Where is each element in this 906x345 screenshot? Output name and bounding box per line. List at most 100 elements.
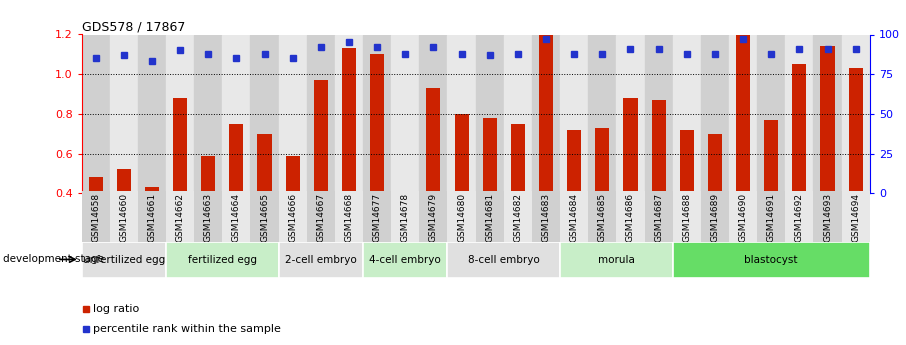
Bar bbox=[399, 191, 412, 193]
Text: log ratio: log ratio bbox=[93, 304, 140, 314]
Bar bbox=[651, 100, 666, 193]
Bar bbox=[279, 241, 363, 278]
Bar bbox=[194, 191, 222, 242]
Text: GSM14691: GSM14691 bbox=[766, 193, 776, 242]
Bar bbox=[532, 34, 560, 193]
Text: unfertilized egg: unfertilized egg bbox=[82, 255, 165, 265]
Bar bbox=[363, 241, 448, 278]
Bar bbox=[110, 34, 138, 193]
Bar bbox=[166, 191, 194, 242]
Bar bbox=[786, 34, 814, 193]
Bar bbox=[89, 177, 102, 193]
Bar bbox=[842, 191, 870, 242]
Bar bbox=[701, 191, 729, 242]
Text: blastocyst: blastocyst bbox=[745, 255, 798, 265]
Bar bbox=[511, 124, 525, 193]
Bar bbox=[370, 54, 384, 193]
Text: development stage: development stage bbox=[3, 255, 103, 264]
Text: GSM14682: GSM14682 bbox=[514, 193, 523, 242]
Bar bbox=[644, 34, 672, 193]
Text: GSM14677: GSM14677 bbox=[372, 193, 381, 242]
Bar bbox=[222, 191, 250, 242]
Bar bbox=[363, 191, 391, 242]
Bar bbox=[335, 34, 363, 193]
Bar bbox=[313, 80, 328, 193]
Bar bbox=[82, 191, 110, 242]
Text: GSM14678: GSM14678 bbox=[400, 193, 410, 242]
Bar bbox=[307, 34, 335, 193]
Bar bbox=[419, 191, 448, 242]
Text: GSM14690: GSM14690 bbox=[738, 193, 747, 242]
Bar bbox=[757, 34, 786, 193]
Bar bbox=[285, 156, 300, 193]
Bar bbox=[588, 34, 616, 193]
Bar bbox=[257, 134, 272, 193]
Bar bbox=[82, 34, 110, 193]
Text: GSM14685: GSM14685 bbox=[598, 193, 607, 242]
Bar bbox=[82, 241, 166, 278]
Bar bbox=[672, 34, 701, 193]
Bar bbox=[391, 191, 419, 242]
Bar bbox=[279, 34, 307, 193]
Bar bbox=[476, 191, 504, 242]
Text: 2-cell embryo: 2-cell embryo bbox=[285, 255, 357, 265]
Text: GSM14661: GSM14661 bbox=[148, 193, 157, 242]
Text: GSM14694: GSM14694 bbox=[851, 193, 860, 242]
Text: GSM14660: GSM14660 bbox=[120, 193, 129, 242]
Text: GSM14683: GSM14683 bbox=[542, 193, 551, 242]
Bar bbox=[173, 98, 188, 193]
Bar bbox=[701, 34, 729, 193]
Text: GSM14692: GSM14692 bbox=[795, 193, 804, 242]
Bar bbox=[680, 130, 694, 193]
Bar bbox=[504, 34, 532, 193]
Bar bbox=[532, 191, 560, 242]
Text: GSM14665: GSM14665 bbox=[260, 193, 269, 242]
Bar bbox=[110, 191, 138, 242]
Text: GSM14662: GSM14662 bbox=[176, 193, 185, 242]
Bar bbox=[821, 47, 834, 193]
Bar bbox=[166, 241, 279, 278]
Bar bbox=[539, 34, 553, 193]
Bar bbox=[708, 134, 722, 193]
Bar bbox=[729, 34, 757, 193]
Bar bbox=[201, 156, 216, 193]
Text: morula: morula bbox=[598, 255, 635, 265]
Text: 4-cell embryo: 4-cell embryo bbox=[370, 255, 441, 265]
Text: 8-cell embryo: 8-cell embryo bbox=[467, 255, 540, 265]
Bar bbox=[448, 191, 476, 242]
Bar bbox=[222, 34, 250, 193]
Text: GSM14686: GSM14686 bbox=[626, 193, 635, 242]
Text: GSM14681: GSM14681 bbox=[486, 193, 495, 242]
Bar bbox=[448, 241, 560, 278]
Bar bbox=[229, 124, 244, 193]
Text: GSM14688: GSM14688 bbox=[682, 193, 691, 242]
Bar bbox=[166, 34, 194, 193]
Bar bbox=[194, 34, 222, 193]
Bar bbox=[623, 98, 638, 193]
Text: GSM14684: GSM14684 bbox=[570, 193, 579, 242]
Bar bbox=[250, 34, 279, 193]
Bar bbox=[588, 191, 616, 242]
Bar bbox=[138, 191, 166, 242]
Bar bbox=[476, 34, 504, 193]
Bar bbox=[279, 191, 307, 242]
Text: GSM14689: GSM14689 bbox=[710, 193, 719, 242]
Bar bbox=[849, 68, 863, 193]
Bar bbox=[504, 191, 532, 242]
Bar bbox=[455, 114, 468, 193]
Bar bbox=[729, 191, 757, 242]
Text: GSM14679: GSM14679 bbox=[429, 193, 438, 242]
Text: GSM14693: GSM14693 bbox=[823, 193, 832, 242]
Bar bbox=[567, 130, 582, 193]
Bar bbox=[250, 191, 279, 242]
Bar bbox=[814, 191, 842, 242]
Text: percentile rank within the sample: percentile rank within the sample bbox=[93, 324, 282, 334]
Bar bbox=[842, 34, 870, 193]
Bar bbox=[616, 191, 644, 242]
Bar bbox=[391, 34, 419, 193]
Bar bbox=[616, 34, 644, 193]
Bar bbox=[117, 169, 130, 193]
Text: GSM14680: GSM14680 bbox=[457, 193, 466, 242]
Bar bbox=[757, 191, 786, 242]
Bar bbox=[736, 32, 750, 193]
